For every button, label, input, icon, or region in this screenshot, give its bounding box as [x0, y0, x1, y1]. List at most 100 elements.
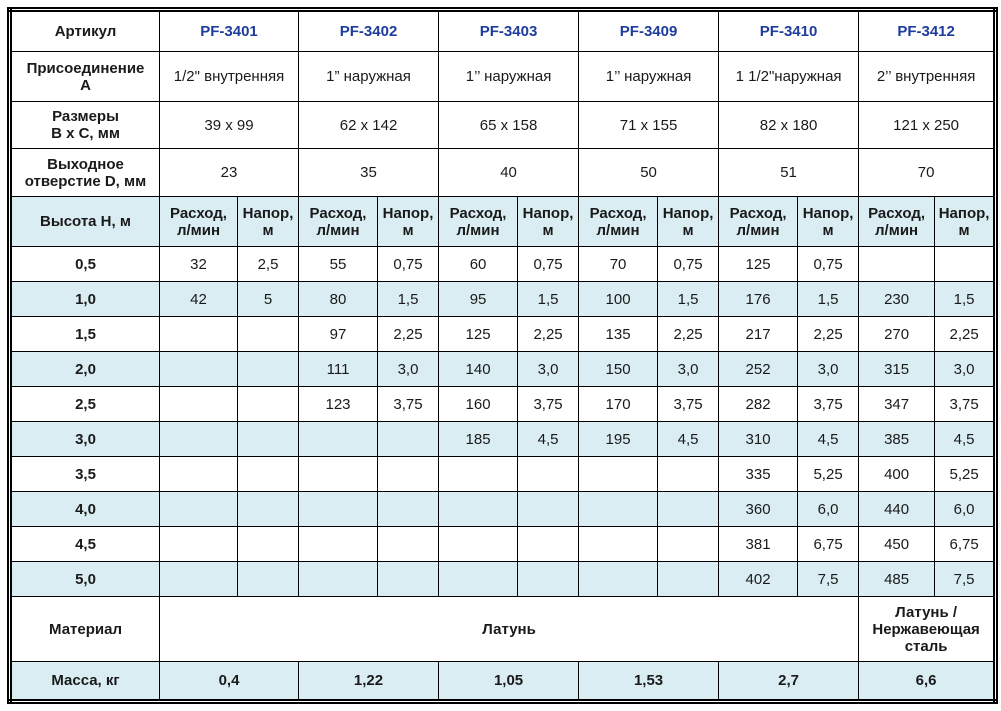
perf-cell: 2,25 — [934, 316, 997, 352]
head-subheader: Напор, м — [517, 196, 580, 247]
perf-cell: 310 — [718, 421, 799, 457]
connection-cell: 1” наружная — [298, 51, 440, 102]
perf-cell: 3,75 — [934, 386, 997, 422]
perf-cell: 6,75 — [934, 526, 997, 562]
perf-cell: 450 — [858, 526, 936, 562]
article-cell: PF-3409 — [578, 9, 720, 52]
performance-row: 3,5 335 5,25 400 5,25 — [9, 456, 997, 492]
connection-label: Присоединение А — [9, 51, 160, 102]
mass-cell: 1,05 — [438, 661, 580, 702]
perf-cell — [578, 491, 659, 527]
perf-cell: 3,75 — [797, 386, 860, 422]
perf-cell — [438, 561, 519, 597]
perf-cell: 150 — [578, 351, 659, 387]
material-label: Материал — [9, 596, 160, 662]
performance-row: 5,0 402 7,5 485 7,5 — [9, 561, 997, 597]
perf-cell: 4,5 — [934, 421, 997, 457]
perf-cell: 0,75 — [517, 246, 580, 282]
material-last-cell: Латунь / Нержавеющая сталь — [858, 596, 997, 662]
perf-cell: 125 — [718, 246, 799, 282]
product-spec-table: Артикул PF-3401 PF-3402 PF-3403 PF-3409 … — [7, 7, 999, 704]
perf-cell: 4,5 — [797, 421, 860, 457]
height-value: 3,5 — [9, 456, 160, 492]
perf-cell — [236, 526, 300, 562]
perf-cell: 3,0 — [657, 351, 720, 387]
height-value: 3,0 — [9, 421, 160, 457]
perf-cell — [159, 316, 238, 352]
perf-cell — [578, 526, 659, 562]
perf-cell: 347 — [858, 386, 936, 422]
perf-cell — [236, 561, 300, 597]
perf-cell — [298, 491, 379, 527]
perf-cell: 2,25 — [517, 316, 580, 352]
material-common-cell: Латунь — [158, 596, 860, 662]
article-cell: PF-3410 — [718, 9, 860, 52]
perf-cell — [236, 351, 300, 387]
performance-row: 1,0 42 5 80 1,5 95 1,5 100 1,5 176 1,5 230 1,5 — [9, 281, 997, 317]
dimensions-cell: 121 х 250 — [858, 101, 997, 149]
perf-cell: 95 — [438, 281, 519, 317]
perf-cell: 4,5 — [657, 421, 720, 457]
perf-cell: 135 — [578, 316, 659, 352]
perf-cell: 7,5 — [934, 561, 997, 597]
perf-cell — [377, 491, 440, 527]
perf-cell: 176 — [718, 281, 799, 317]
perf-cell: 3,0 — [377, 351, 440, 387]
height-column-label: Высота Н, м — [9, 196, 160, 247]
perf-cell — [657, 491, 720, 527]
dimensions-cell: 62 х 142 — [298, 101, 440, 149]
perf-cell: 335 — [718, 456, 799, 492]
flow-subheader: Расход, л/мин — [718, 196, 799, 247]
perf-cell: 55 — [298, 246, 379, 282]
height-value: 5,0 — [9, 561, 160, 597]
perf-cell: 385 — [858, 421, 936, 457]
perf-cell: 0,75 — [377, 246, 440, 282]
perf-cell: 6,0 — [934, 491, 997, 527]
performance-row: 3,0 185 4,5 195 4,5 310 4,5 385 4,5 — [9, 421, 997, 457]
dimensions-cell: 65 х 158 — [438, 101, 580, 149]
perf-cell — [236, 456, 300, 492]
perf-cell: 3,75 — [377, 386, 440, 422]
height-value: 2,0 — [9, 351, 160, 387]
perf-cell: 100 — [578, 281, 659, 317]
perf-cell — [236, 316, 300, 352]
perf-cell: 440 — [858, 491, 936, 527]
perf-cell: 402 — [718, 561, 799, 597]
height-value: 1,0 — [9, 281, 160, 317]
outlet-cell: 23 — [158, 148, 300, 197]
perf-cell: 7,5 — [797, 561, 860, 597]
perf-cell: 315 — [858, 351, 936, 387]
mass-cell: 0,4 — [158, 661, 300, 702]
performance-row: 4,0 360 6,0 440 6,0 — [9, 491, 997, 527]
perf-cell: 111 — [298, 351, 379, 387]
head-subheader: Напор, м — [236, 196, 300, 247]
perf-cell — [159, 386, 238, 422]
head-subheader: Напор, м — [657, 196, 720, 247]
head-subheader: Напор, м — [934, 196, 997, 247]
perf-cell — [934, 246, 997, 282]
perf-cell: 3,0 — [797, 351, 860, 387]
perf-cell: 1,5 — [517, 281, 580, 317]
mass-cell: 1,22 — [298, 661, 440, 702]
mass-cell: 2,7 — [718, 661, 860, 702]
perf-cell: 2,25 — [657, 316, 720, 352]
perf-cell — [298, 526, 379, 562]
perf-cell — [517, 491, 580, 527]
outlet-cell: 50 — [578, 148, 720, 197]
perf-cell: 80 — [298, 281, 379, 317]
perf-cell: 97 — [298, 316, 379, 352]
article-label: Артикул — [9, 9, 160, 52]
perf-cell — [159, 561, 238, 597]
perf-cell: 5,25 — [934, 456, 997, 492]
flow-subheader: Расход, л/мин — [298, 196, 379, 247]
article-row: Артикул PF-3401 PF-3402 PF-3403 PF-3409 … — [9, 9, 997, 52]
perf-cell: 1,5 — [934, 281, 997, 317]
perf-cell: 485 — [858, 561, 936, 597]
perf-cell — [159, 491, 238, 527]
article-cell: PF-3402 — [298, 9, 440, 52]
flow-subheader: Расход, л/мин — [438, 196, 519, 247]
perf-cell — [377, 421, 440, 457]
perf-cell: 5,25 — [797, 456, 860, 492]
perf-cell: 1,5 — [657, 281, 720, 317]
perf-cell: 360 — [718, 491, 799, 527]
